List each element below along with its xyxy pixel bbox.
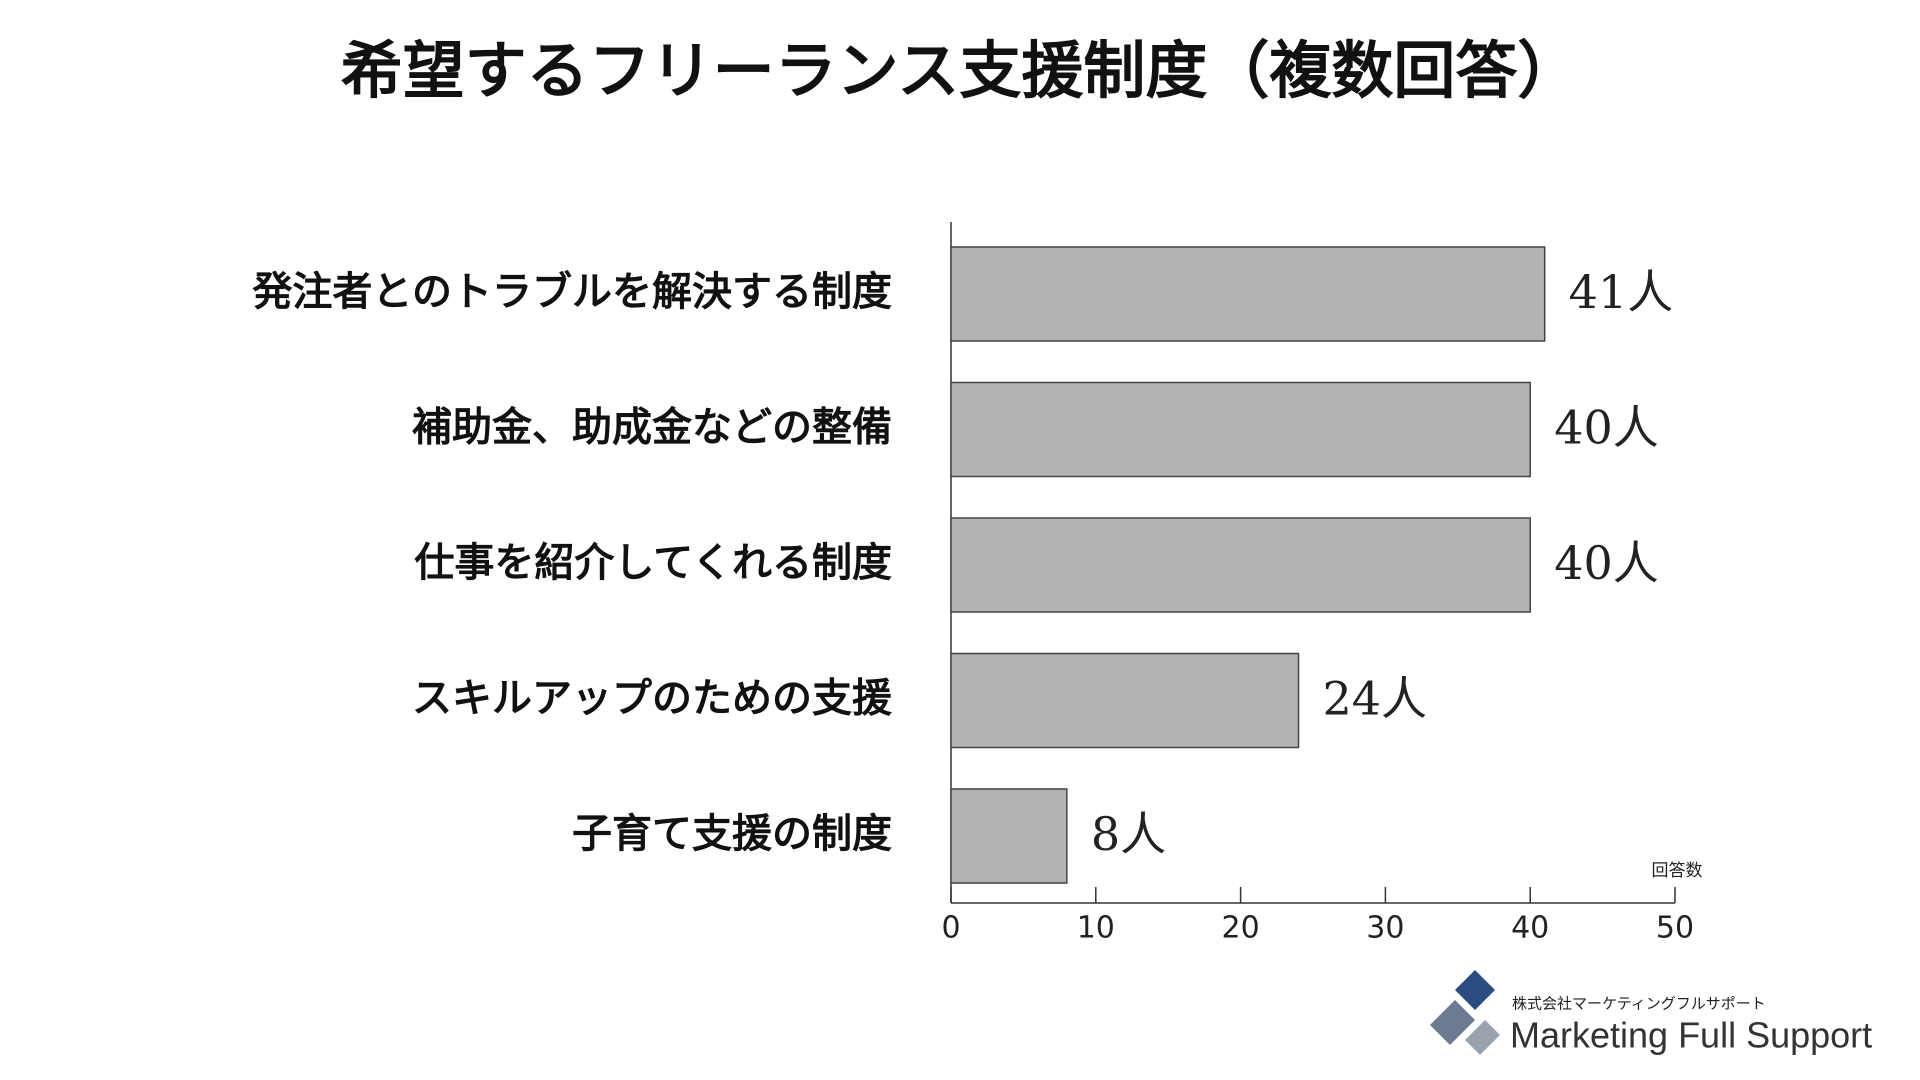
logo-shape bbox=[1430, 1000, 1475, 1045]
x-tick-label: 40 bbox=[1511, 911, 1549, 946]
y-tick-label: 子育て支援の制度 bbox=[572, 811, 892, 857]
data-label: 24人 bbox=[1323, 672, 1428, 726]
y-tick-label: 仕事を紹介してくれる制度 bbox=[414, 540, 892, 586]
bar bbox=[950, 381, 1531, 478]
bar bbox=[950, 246, 1546, 342]
data-label: 41人 bbox=[1569, 265, 1674, 319]
company-name: 株式会社マーケティングフルサポート bbox=[1512, 995, 1766, 1013]
logo: 株式会社マーケティングフルサポート Marketing Full Support bbox=[1430, 970, 1872, 1056]
x-tick-label: 20 bbox=[1222, 911, 1260, 946]
y-tick-label: 発注者とのトラブルを解決する制度 bbox=[252, 269, 892, 315]
y-tick-label: スキルアップのための支援 bbox=[412, 676, 893, 722]
chart-title: 希望するフリーランス支援制度（複数回答） bbox=[341, 34, 1580, 107]
bar bbox=[950, 652, 1300, 749]
bar bbox=[950, 788, 1068, 884]
x-tick-label: 50 bbox=[1656, 911, 1694, 946]
bar bbox=[950, 517, 1531, 613]
brand-name: Marketing Full Support bbox=[1510, 1015, 1872, 1056]
logo-shape bbox=[1465, 1020, 1500, 1055]
x-axis-label: 回答数 bbox=[1652, 861, 1703, 881]
x-tick-label: 30 bbox=[1366, 911, 1404, 946]
x-tick-label: 0 bbox=[941, 911, 960, 946]
data-label: 40人 bbox=[1554, 401, 1659, 455]
y-tick-label: 補助金、助成金などの整備 bbox=[412, 405, 892, 451]
data-label: 8人 bbox=[1091, 807, 1166, 861]
logo-shape bbox=[1455, 970, 1495, 1010]
x-tick-label: 10 bbox=[1077, 911, 1115, 946]
data-label: 40人 bbox=[1554, 536, 1659, 590]
